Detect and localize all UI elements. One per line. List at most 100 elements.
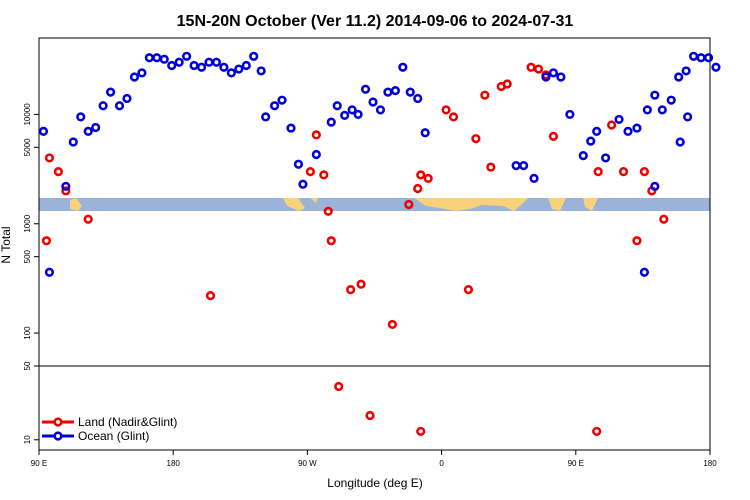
data-point [61, 181, 71, 191]
data-point [174, 57, 184, 67]
data-point [298, 179, 308, 189]
data-point [346, 284, 356, 295]
data-point [683, 112, 693, 122]
x-tick-label: 0 [439, 459, 444, 468]
data-point [114, 101, 125, 111]
data-point [167, 60, 177, 71]
legend-label: Land (Nadir&Glint) [78, 415, 177, 429]
data-point [441, 105, 451, 115]
data-point [703, 53, 714, 63]
data-point [548, 131, 559, 141]
data-point [305, 166, 315, 177]
data-point [189, 60, 199, 71]
data-point [83, 126, 93, 136]
data-points [38, 51, 721, 437]
data-point [448, 112, 459, 122]
data-point [53, 166, 63, 177]
data-point [548, 68, 559, 78]
legend-marker [53, 431, 63, 441]
data-point [593, 166, 603, 177]
data-point [650, 90, 660, 100]
data-point [578, 151, 588, 161]
x-tick-label: 90 W [298, 459, 317, 468]
data-point [293, 159, 304, 169]
data-point [423, 173, 433, 183]
data-point [44, 267, 55, 277]
data-point [659, 214, 669, 224]
data-point [332, 101, 342, 111]
data-point [286, 123, 296, 133]
legend: Land (Nadir&Glint)Ocean (Glint) [42, 415, 177, 443]
data-point [592, 426, 602, 437]
data-point [413, 93, 423, 104]
data-point [129, 72, 140, 82]
data-point [618, 166, 629, 177]
data-point [319, 170, 329, 180]
y-tick-label: 1000 [23, 214, 32, 232]
data-point [541, 72, 551, 82]
data-point [387, 319, 397, 330]
y-tick-label: 10 [23, 435, 32, 444]
y-tick-label: 500 [23, 249, 32, 263]
data-point [365, 410, 375, 421]
data-point [44, 153, 55, 163]
data-point [413, 183, 423, 194]
world-map-strip [39, 198, 710, 211]
data-point [639, 267, 649, 277]
data-point [390, 86, 400, 96]
data-point [556, 72, 566, 82]
series-0 [41, 62, 669, 437]
data-point [657, 105, 667, 115]
data-point [323, 206, 333, 216]
data-point [205, 291, 216, 301]
data-point [182, 51, 192, 61]
data-point [241, 60, 251, 71]
data-point [526, 62, 536, 72]
data-point [356, 279, 366, 289]
data-point [463, 284, 474, 295]
data-point [675, 137, 685, 147]
data-point [375, 105, 386, 115]
x-tick-label: 180 [167, 459, 181, 468]
x-tick-label: 180 [703, 459, 717, 468]
x-tick-label: 90 E [568, 459, 584, 468]
x-axis: 90 E 180 90 W 0 90 E 180 [31, 450, 717, 468]
data-point [681, 66, 691, 76]
land-india [548, 198, 566, 211]
data-point [98, 101, 108, 111]
data-point [204, 57, 214, 67]
data-point [159, 54, 169, 64]
data-point [650, 181, 660, 191]
y-axis-label: N Total [0, 226, 13, 263]
data-point [405, 87, 415, 97]
data-point [632, 236, 642, 246]
y-tick-label: 50 [23, 361, 32, 370]
y-tick-label: 10000 [23, 103, 32, 126]
data-point [639, 166, 649, 177]
data-point [688, 51, 699, 61]
data-point [592, 126, 602, 136]
data-point [226, 68, 236, 78]
data-point [76, 112, 86, 122]
data-point [398, 62, 408, 72]
legend-marker [53, 417, 63, 427]
data-point [586, 136, 596, 146]
data-point [529, 173, 539, 183]
data-point [711, 62, 721, 72]
data-point [511, 161, 521, 171]
data-point [632, 123, 642, 133]
data-point [277, 95, 287, 105]
data-point [137, 68, 147, 78]
data-point [219, 62, 229, 72]
data-point [326, 236, 336, 246]
y-tick-label: 5000 [23, 138, 32, 156]
data-point [404, 199, 414, 210]
data-point [311, 130, 321, 140]
land-africa-arabia [414, 198, 528, 211]
data-point [416, 426, 426, 437]
land-asia-east [70, 198, 82, 211]
chart-title: 15N-20N October (Ver 11.2) 2014-09-06 to… [177, 13, 574, 30]
data-point [38, 126, 49, 136]
lower-panel-frame [38, 365, 711, 451]
